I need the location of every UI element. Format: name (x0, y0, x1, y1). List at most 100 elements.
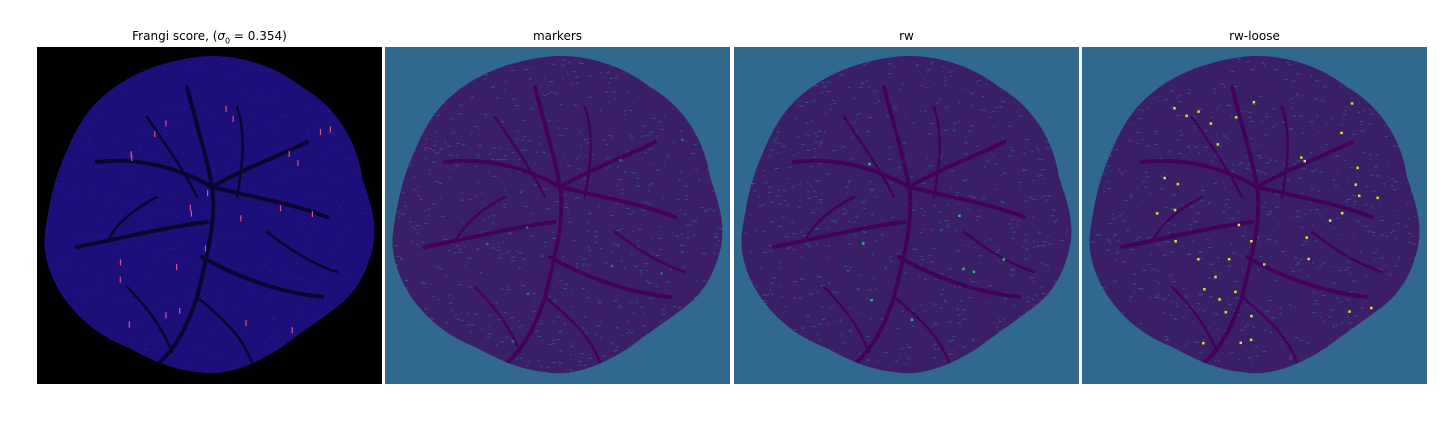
vessel (842, 115, 896, 199)
highlight-spot (1174, 240, 1177, 243)
highlight-spot (311, 211, 313, 218)
highlight-spot (1155, 212, 1159, 215)
vessel (1280, 105, 1290, 199)
vessel (493, 115, 547, 199)
highlight-spot (868, 162, 871, 166)
highlight-spot (232, 115, 234, 122)
highlight-spot (240, 215, 242, 222)
highlight-spots (862, 162, 1006, 322)
highlight-spot (1214, 275, 1217, 279)
vessel (802, 195, 856, 244)
vessel-network (423, 85, 687, 367)
highlight-spots (485, 138, 684, 343)
image-canvas (37, 47, 382, 384)
vessel (962, 230, 1036, 274)
highlight-spot (1348, 310, 1351, 313)
image-panel-rw-loose (1082, 47, 1427, 384)
highlight-spot (1234, 116, 1238, 119)
image-panel-rw (734, 47, 1079, 384)
highlight-spot (526, 292, 530, 296)
highlight-spot (1239, 341, 1242, 345)
highlight-spot (1350, 102, 1354, 105)
highlight-spot (1263, 263, 1266, 266)
vessel (852, 85, 913, 367)
highlight-spot (189, 204, 191, 211)
highlight-spot (1209, 122, 1213, 125)
highlight-spot (485, 242, 489, 246)
panel-title-markers: markers (532, 29, 583, 43)
highlight-spot (1249, 338, 1253, 342)
highlight-spot (972, 270, 976, 274)
highlight-spot (279, 205, 282, 212)
vessel (195, 295, 254, 364)
vessel (443, 158, 562, 189)
highlight-spot (610, 264, 614, 268)
vessel (792, 158, 911, 189)
vessel (473, 285, 522, 354)
vessel (145, 115, 199, 199)
highlight-spot (329, 126, 331, 133)
vessel (1190, 115, 1244, 199)
vessel (1150, 195, 1204, 244)
highlight-spot (291, 327, 293, 334)
vessel (105, 195, 159, 244)
highlight-spot (1185, 114, 1188, 118)
vessel (155, 85, 216, 367)
highlight-spot (131, 155, 133, 162)
highlight-spot (1237, 223, 1241, 227)
highlight-spot (1197, 110, 1200, 113)
highlight-spot (1202, 341, 1205, 345)
highlight-spot (1305, 236, 1308, 239)
vessel (772, 220, 906, 249)
image-canvas (734, 47, 1079, 384)
highlight-spot (176, 263, 178, 270)
highlight-spot (225, 105, 227, 112)
highlight-spot (1002, 258, 1006, 261)
vessel (453, 195, 507, 244)
highlight-spot (1173, 107, 1176, 110)
highlight-spot (1203, 288, 1206, 291)
vessel (75, 220, 209, 249)
highlight-spot (910, 318, 914, 322)
vessel (1140, 158, 1259, 189)
highlight-spot (1376, 196, 1379, 200)
highlight-spot (1303, 159, 1306, 163)
vessel (95, 158, 214, 189)
highlight-spot (870, 299, 873, 302)
image-panel-markers (385, 47, 730, 384)
highlight-spot (204, 245, 207, 252)
highlight-spot (1218, 298, 1221, 301)
panel-title-frangi: Frangi score, (σ0 = 0.354) (132, 29, 287, 46)
highlight-spot (319, 128, 322, 135)
highlight-spot (525, 226, 529, 229)
highlight-spot (207, 190, 209, 197)
vessel (907, 185, 1026, 219)
highlight-spot (1216, 143, 1220, 146)
vessel-network (772, 85, 1036, 367)
vessel (558, 185, 677, 219)
highlight-spot (1227, 258, 1231, 261)
highlight-spot (179, 308, 181, 314)
vessel (1200, 85, 1261, 367)
vessel (235, 105, 245, 199)
vessel (558, 140, 657, 189)
highlight-spot (660, 272, 663, 275)
highlight-spot (1300, 156, 1303, 159)
highlight-spot (1234, 290, 1237, 294)
highlight-spots (1155, 100, 1379, 345)
vessel (613, 230, 687, 274)
highlight-spot (1340, 131, 1343, 135)
image-panel-frangi (37, 47, 382, 384)
panel-title-rw-loose: rw-loose (1229, 29, 1280, 43)
highlight-spot (154, 131, 156, 138)
vessel (265, 230, 339, 274)
highlight-spot (1197, 258, 1200, 261)
vessel (1240, 295, 1299, 364)
highlight-spot (1250, 240, 1253, 243)
vessel (548, 255, 672, 299)
highlight-spot (1358, 194, 1361, 198)
vessel (907, 140, 1006, 189)
vessel (210, 140, 309, 189)
vessel (210, 185, 329, 219)
vessel (543, 295, 602, 364)
